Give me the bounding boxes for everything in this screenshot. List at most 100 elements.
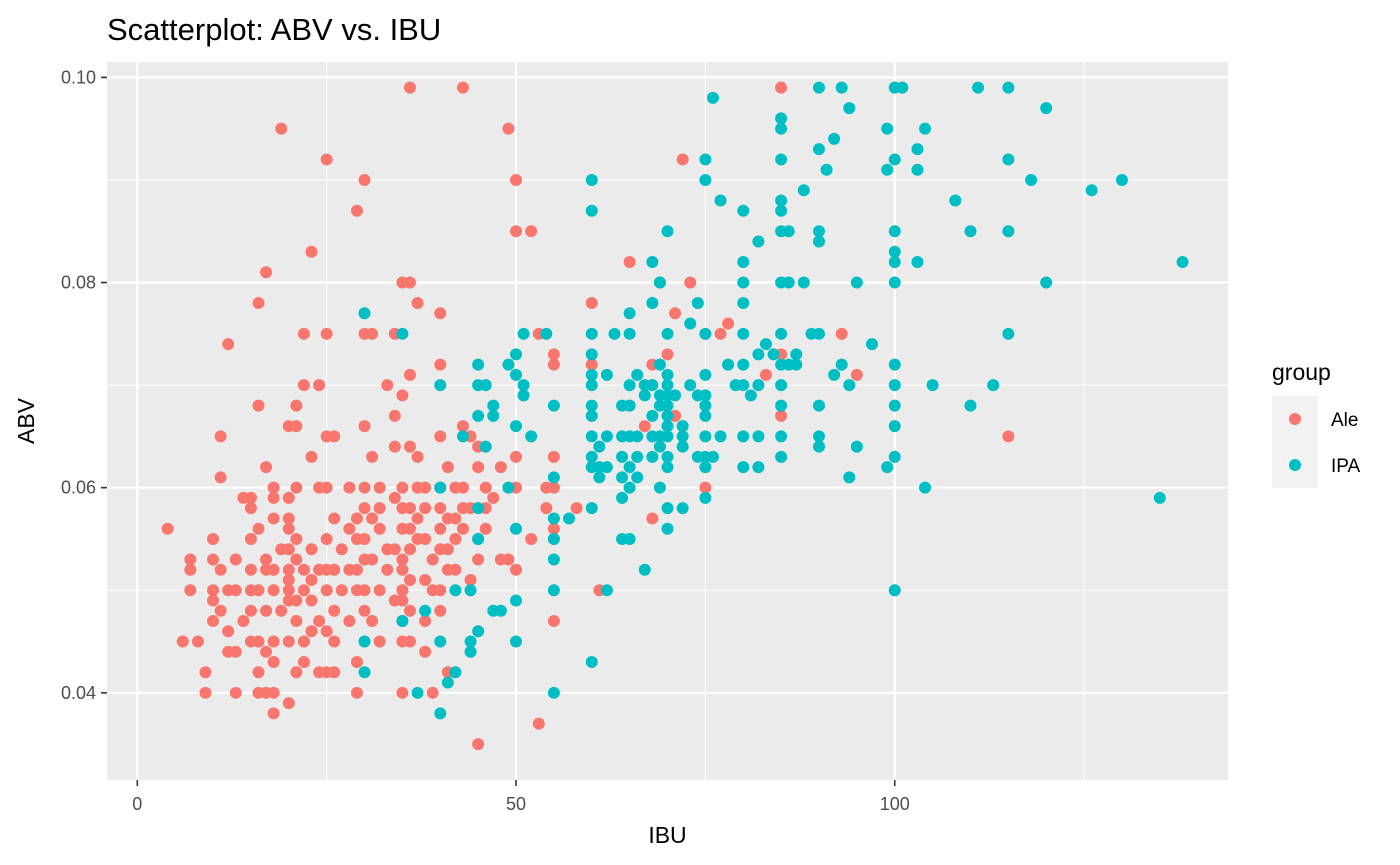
data-point-ipa (661, 368, 674, 381)
data-point-ipa (843, 102, 856, 115)
data-point-ale (335, 584, 348, 597)
data-point-ale (434, 604, 447, 617)
data-point-ale (722, 317, 735, 330)
data-point-ale (328, 512, 341, 525)
data-point-ipa (888, 225, 901, 238)
data-point-ipa (775, 112, 788, 125)
data-point-ipa (669, 389, 682, 402)
data-point-ale (191, 635, 204, 648)
data-point-ipa (888, 420, 901, 433)
data-point-ale (419, 615, 432, 628)
data-point-ipa (653, 481, 666, 494)
series-ipa (358, 81, 1189, 720)
data-point-ale (244, 532, 257, 545)
data-point-ipa (752, 461, 765, 474)
data-point-ipa (828, 132, 841, 145)
data-point-ale (229, 645, 242, 658)
data-point-ipa (646, 297, 659, 310)
data-point-ipa (888, 276, 901, 289)
data-point-ipa (411, 686, 424, 699)
data-point-ipa (661, 522, 674, 535)
data-point-ale (207, 615, 220, 628)
data-point-ale (282, 584, 295, 597)
data-point-ale (434, 522, 447, 535)
data-point-ale (835, 327, 848, 340)
data-point-ale (260, 553, 273, 566)
data-point-ale (396, 389, 409, 402)
data-point-ipa (812, 399, 825, 412)
data-point-ale (426, 686, 439, 699)
data-point-ipa (911, 256, 924, 269)
data-point-ipa (790, 358, 803, 371)
data-point-ale (282, 573, 295, 586)
data-point-ipa (699, 461, 712, 474)
data-point-ipa (767, 348, 780, 361)
data-point-ale (267, 512, 280, 525)
data-point-ipa (775, 430, 788, 443)
data-point-ale (388, 440, 401, 453)
data-point-ale (623, 256, 636, 269)
data-point-ale (267, 635, 280, 648)
data-point-ale (403, 522, 416, 535)
data-point-ale (472, 738, 485, 751)
data-point-ale (388, 491, 401, 504)
data-point-ipa (547, 553, 560, 566)
data-point-ale (305, 573, 318, 586)
data-point-ale (358, 173, 371, 186)
data-point-ale (403, 368, 416, 381)
data-point-ale (328, 635, 341, 648)
data-point-ipa (843, 379, 856, 392)
data-point-ipa (684, 317, 697, 330)
data-point-ipa (631, 368, 644, 381)
data-point-ale (510, 173, 523, 186)
data-point-ale (358, 532, 371, 545)
data-point-ale (252, 399, 265, 412)
data-point-ale (547, 481, 560, 494)
x-axis-title: IBU (648, 822, 686, 848)
data-point-ipa (706, 91, 719, 104)
data-point-ipa (600, 430, 613, 443)
data-point-ipa (775, 379, 788, 392)
legend: group Ale IPA (1272, 359, 1361, 488)
data-point-ipa (510, 368, 523, 381)
data-point-ipa (623, 461, 636, 474)
data-point-ipa (464, 584, 477, 597)
data-point-ale (252, 584, 265, 597)
data-point-ipa (646, 256, 659, 269)
data-point-ipa (631, 471, 644, 484)
data-point-ale (297, 584, 310, 597)
data-point-ale (207, 553, 220, 566)
data-point-ipa (464, 645, 477, 658)
data-point-ipa (699, 430, 712, 443)
data-point-ipa (661, 379, 674, 392)
data-point-ale (350, 656, 363, 669)
data-point-ipa (850, 276, 863, 289)
data-point-ipa (653, 276, 666, 289)
data-point-ipa (881, 163, 894, 176)
data-point-ale (373, 635, 386, 648)
data-point-ale (282, 635, 295, 648)
data-point-ipa (396, 615, 409, 628)
data-point-ipa (676, 420, 689, 433)
data-point-ale (646, 512, 659, 525)
x-tick-label: 100 (880, 794, 910, 814)
data-point-ale (335, 543, 348, 556)
data-point-ipa (820, 163, 833, 176)
data-point-ipa (737, 461, 750, 474)
data-point-ipa (790, 348, 803, 361)
data-point-ale (328, 666, 341, 679)
data-point-ale (343, 522, 356, 535)
data-point-ale (350, 204, 363, 217)
data-point-ipa (661, 225, 674, 238)
data-point-ipa (706, 450, 719, 463)
data-point-ipa (510, 420, 523, 433)
data-point-ale (676, 153, 689, 166)
data-point-ale (850, 368, 863, 381)
data-point-ale (396, 584, 409, 597)
data-point-ipa (434, 379, 447, 392)
data-point-ipa (472, 532, 485, 545)
data-point-ipa (525, 430, 538, 443)
data-point-ipa (487, 399, 500, 412)
data-point-ipa (775, 204, 788, 217)
